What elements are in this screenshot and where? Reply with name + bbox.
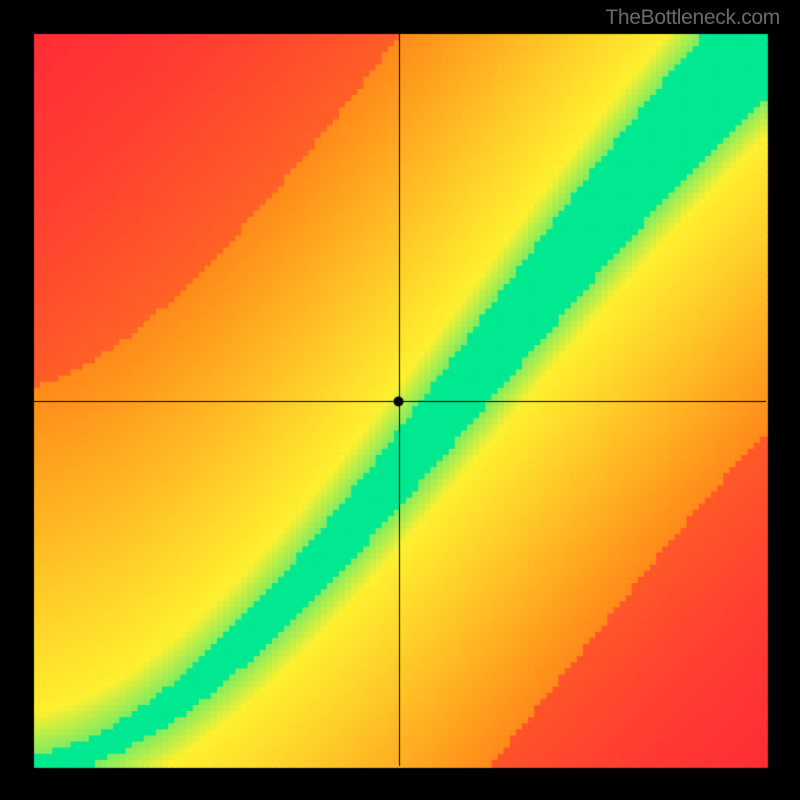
watermark-text: TheBottleneck.com xyxy=(605,6,780,30)
chart-container: TheBottleneck.com xyxy=(0,0,800,800)
heatmap-canvas xyxy=(0,0,800,800)
